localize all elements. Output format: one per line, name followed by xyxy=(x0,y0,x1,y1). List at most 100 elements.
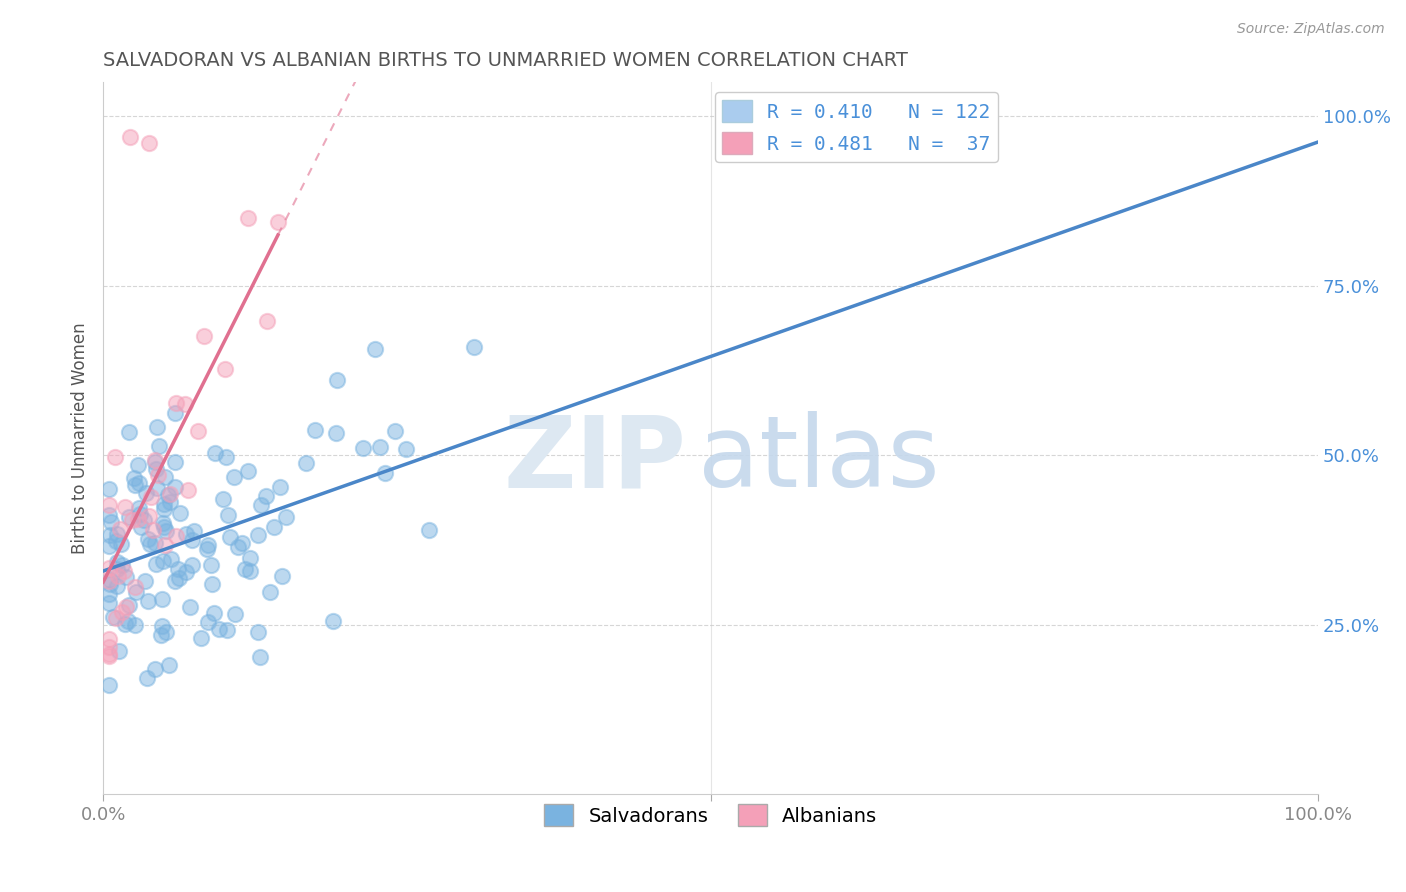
Point xyxy=(215,450,238,465)
Point xyxy=(167,562,190,576)
Point xyxy=(325,425,347,440)
Point xyxy=(179,600,201,615)
Point xyxy=(201,577,224,591)
Point xyxy=(231,536,253,550)
Point xyxy=(117,425,139,440)
Point xyxy=(128,507,150,521)
Point xyxy=(235,562,257,576)
Point xyxy=(101,610,124,624)
Point xyxy=(112,564,135,578)
Point xyxy=(110,522,132,536)
Point xyxy=(167,571,190,585)
Point xyxy=(269,480,291,494)
Point xyxy=(364,342,387,356)
Point xyxy=(136,671,159,685)
Point xyxy=(152,554,174,568)
Point xyxy=(174,565,197,579)
Point xyxy=(159,552,181,566)
Point xyxy=(135,485,157,500)
Point xyxy=(246,528,269,542)
Point xyxy=(114,599,136,614)
Point xyxy=(124,478,146,492)
Point xyxy=(352,442,374,456)
Legend: Salvadorans, Albanians: Salvadorans, Albanians xyxy=(536,797,886,834)
Point xyxy=(148,467,170,482)
Point xyxy=(100,515,122,529)
Point xyxy=(124,580,146,594)
Point xyxy=(129,520,152,534)
Point xyxy=(218,530,240,544)
Point xyxy=(128,475,150,490)
Point xyxy=(187,424,209,438)
Point xyxy=(326,373,349,387)
Point xyxy=(174,527,197,541)
Point xyxy=(143,455,166,469)
Point xyxy=(122,470,145,484)
Point xyxy=(114,617,136,632)
Point xyxy=(254,489,277,503)
Point xyxy=(271,568,294,582)
Point xyxy=(322,614,344,628)
Point xyxy=(384,424,406,438)
Point xyxy=(226,541,249,555)
Point xyxy=(374,466,396,480)
Point xyxy=(117,510,139,524)
Point xyxy=(98,540,121,554)
Point xyxy=(114,500,136,515)
Point xyxy=(212,491,235,506)
Point xyxy=(304,423,326,437)
Point xyxy=(100,527,122,541)
Point xyxy=(98,649,121,664)
Point xyxy=(145,557,167,571)
Point xyxy=(155,624,177,639)
Point xyxy=(134,574,156,588)
Point xyxy=(159,494,181,508)
Point xyxy=(136,594,159,608)
Point xyxy=(98,587,121,601)
Point xyxy=(169,506,191,520)
Point xyxy=(98,595,121,609)
Point xyxy=(249,649,271,664)
Point xyxy=(183,524,205,539)
Point xyxy=(155,538,177,552)
Point xyxy=(117,614,139,628)
Point xyxy=(128,501,150,516)
Point xyxy=(124,618,146,632)
Point xyxy=(165,529,187,543)
Point xyxy=(155,469,177,483)
Point xyxy=(165,574,187,588)
Point xyxy=(98,678,121,692)
Point xyxy=(143,662,166,676)
Point xyxy=(239,551,262,566)
Point xyxy=(195,542,218,557)
Point xyxy=(98,508,121,522)
Point xyxy=(224,469,246,483)
Point xyxy=(127,512,149,526)
Point xyxy=(138,508,160,523)
Point xyxy=(98,498,121,512)
Point xyxy=(267,215,290,229)
Point xyxy=(104,450,127,465)
Point xyxy=(418,524,440,538)
Point xyxy=(152,516,174,531)
Text: SALVADORAN VS ALBANIAN BIRTHS TO UNMARRIED WOMEN CORRELATION CHART: SALVADORAN VS ALBANIAN BIRTHS TO UNMARRI… xyxy=(103,51,908,70)
Point xyxy=(214,362,236,376)
Point xyxy=(141,490,163,504)
Point xyxy=(394,442,416,456)
Point xyxy=(200,558,222,573)
Point xyxy=(98,561,121,575)
Point xyxy=(208,622,231,636)
Point xyxy=(181,558,204,572)
Point xyxy=(155,524,177,538)
Point xyxy=(138,136,160,151)
Point xyxy=(111,605,134,619)
Point xyxy=(202,606,225,620)
Point xyxy=(105,611,128,625)
Point xyxy=(173,396,195,410)
Point xyxy=(98,482,121,496)
Point xyxy=(118,599,141,613)
Point xyxy=(259,585,281,599)
Point xyxy=(150,619,173,633)
Point xyxy=(181,533,204,547)
Point xyxy=(107,643,129,657)
